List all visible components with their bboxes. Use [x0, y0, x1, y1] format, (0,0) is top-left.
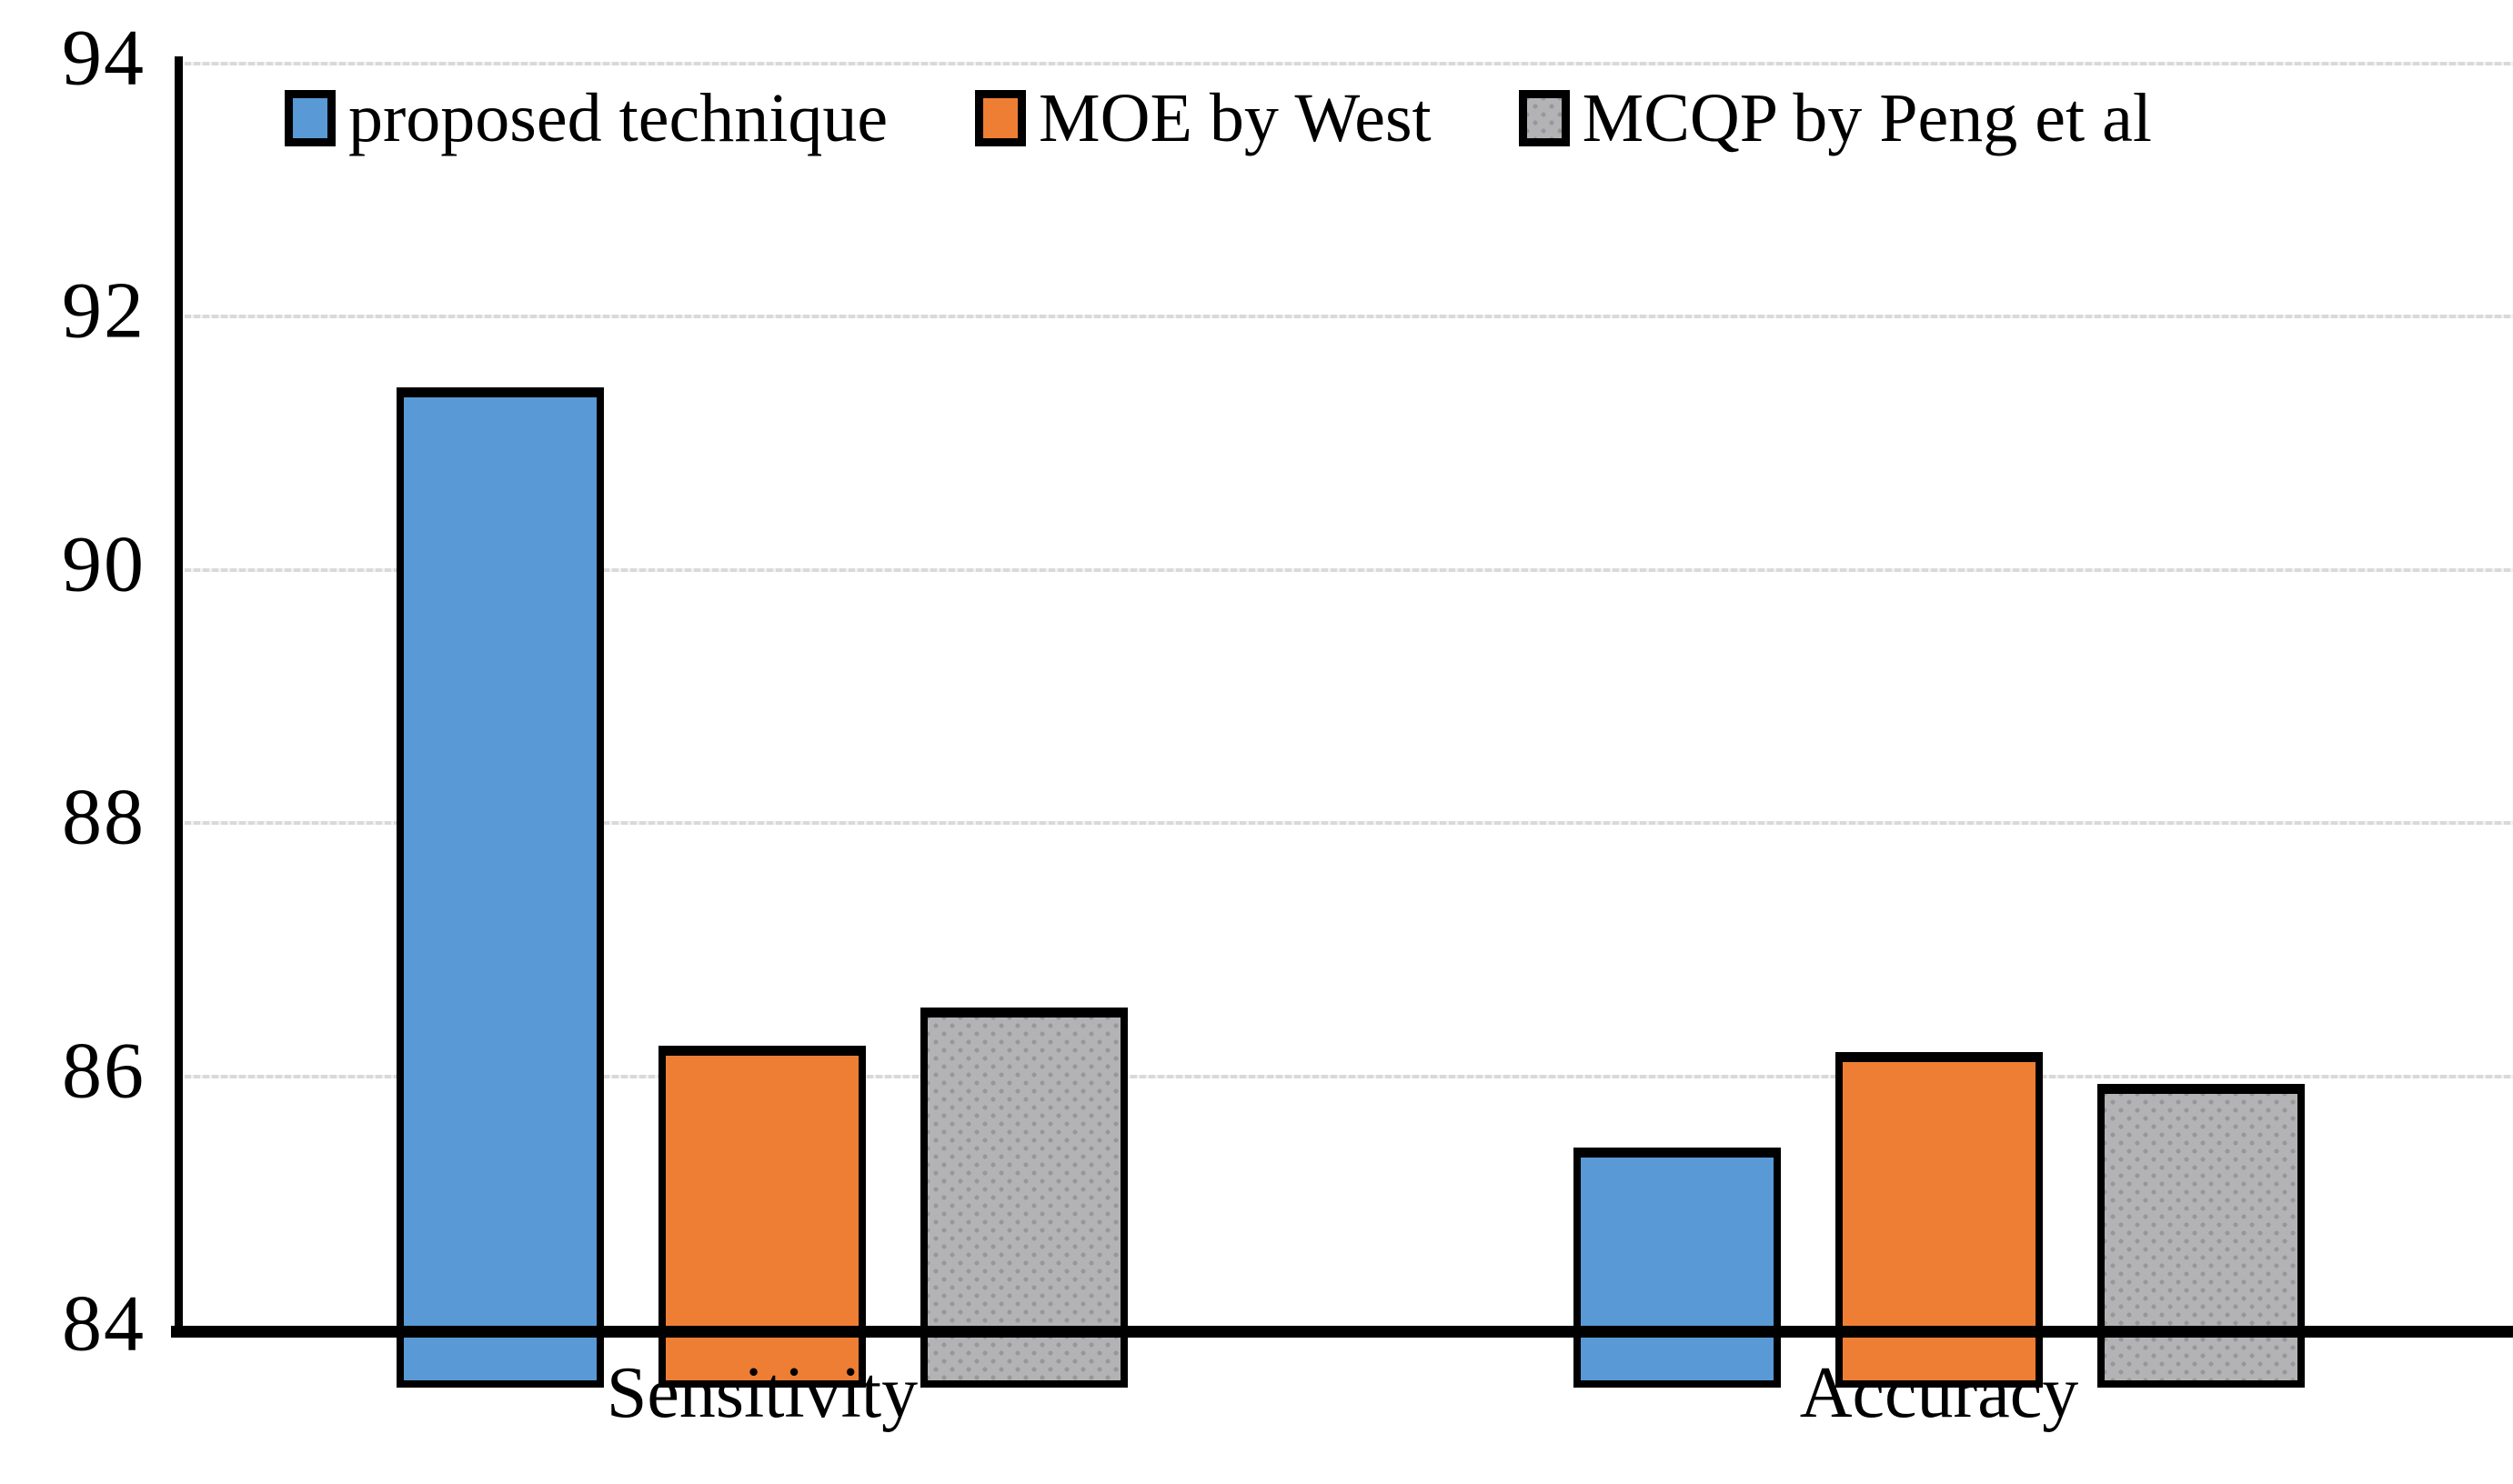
legend-label: MOE by West: [1039, 80, 1432, 156]
bar-accuracy-series-0: [1573, 1148, 1781, 1388]
legend-item-2: MCQP by Peng et al: [1518, 80, 2152, 156]
gridline-88: [185, 821, 2513, 826]
bar-accuracy-series-2: [2097, 1084, 2305, 1388]
y-tick-label-84: 84: [62, 1279, 146, 1369]
x-axis-line: [171, 1326, 2513, 1338]
legend-label: MCQP by Peng et al: [1582, 80, 2152, 156]
y-axis-line: [175, 56, 183, 1333]
y-tick-label-88: 88: [62, 773, 146, 862]
legend-swatch-icon: [285, 90, 336, 146]
gridline-92: [185, 315, 2513, 319]
bar-group-sensitivity: [397, 122, 1128, 1388]
legend-label: proposed technique: [348, 80, 889, 156]
legend-item-1: MOE by West: [975, 84, 1432, 153]
x-tick-label-sensitivity: Sensitivity: [606, 1353, 919, 1433]
bar-group-accuracy: [1573, 122, 2305, 1388]
plot-area: proposed technique MOE by West MCQP by Pen…: [177, 62, 2513, 1388]
y-tick-label-92: 92: [62, 266, 146, 356]
legend-swatch-icon: [1518, 90, 1570, 146]
bar-sensitivity-series-0: [397, 387, 604, 1388]
bar-sensitivity-series-2: [920, 1008, 1128, 1388]
legend-swatch-icon: [975, 90, 1027, 146]
gridline-86: [185, 1074, 2513, 1078]
y-tick-label-86: 86: [62, 1027, 146, 1116]
y-tick-label-90: 90: [62, 520, 146, 609]
y-tick-label-94: 94: [62, 14, 146, 103]
legend: proposed technique MOE by West MCQP by Pen…: [285, 84, 2152, 153]
x-tick-label-accuracy: Accuracy: [1799, 1353, 2079, 1433]
legend-item-0: proposed technique: [285, 84, 888, 153]
gridline-94: [185, 62, 2513, 65]
gridline-90: [185, 567, 2513, 572]
